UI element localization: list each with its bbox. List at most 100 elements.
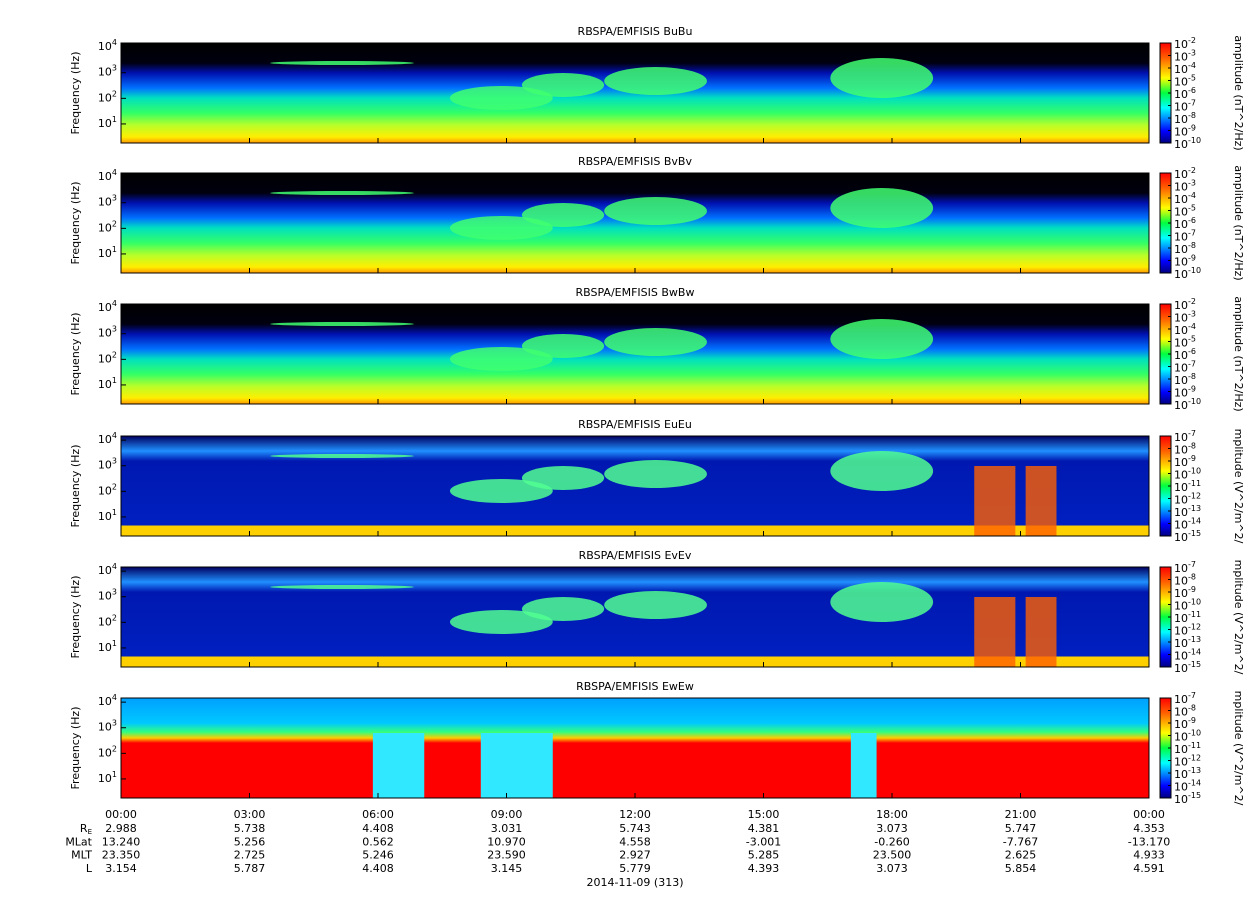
tick-exponent: -9 [1188,253,1196,262]
colorbar-tick-label: 10-10 [1174,466,1201,482]
colorbar-tick-label: 10-15 [1174,529,1201,545]
tick-base: 10 [1174,600,1188,613]
y-tick-label: 104 [98,562,117,578]
spectrogram-feature [480,733,553,798]
colorbar-tick-label: 10-14 [1174,516,1201,532]
y-tick-label: 104 [98,431,117,447]
tick-base: 10 [1174,181,1188,194]
colorbar-tick-label: 10-3 [1174,309,1196,325]
tick-base: 10 [98,772,112,785]
tick-exponent: -14 [1188,778,1201,787]
colorbar-label: amplitude (nT^2/Hz) [1232,35,1245,150]
tick-base: 10 [1174,399,1188,412]
tick-base: 10 [98,746,112,759]
ephemeris-value: 23.590 [487,849,526,862]
ephemeris-value: 3.073 [876,822,908,835]
colorbar-tick-label: 10-6 [1174,216,1196,232]
x-tick-label: 15:00 [748,808,780,821]
tick-base: 10 [1174,88,1188,101]
ephemeris-value: 5.738 [234,822,266,835]
y-tick-label: 102 [98,744,117,760]
colorbar-tick-label: 10-9 [1174,716,1196,732]
spectrogram-feature [270,191,414,195]
tick-base: 10 [98,484,112,497]
tick-base: 10 [1174,768,1188,781]
tick-base: 10 [1174,693,1188,706]
colorbar-tick-label: 10-9 [1174,123,1196,139]
ephemeris-value: 5.743 [619,822,651,835]
colorbar-tick-label: 10-8 [1174,111,1196,127]
tick-base: 10 [1174,193,1188,206]
spectrogram-feature [270,585,414,589]
x-axis-label: 2014-11-09 (313) [586,876,683,889]
ephemeris-value: 2.988 [105,822,137,835]
colorbar-tick-label: 10-5 [1174,73,1196,89]
tick-base: 10 [1174,625,1188,638]
y-tick-label: 103 [98,718,117,734]
ephemeris-value: 4.408 [362,862,394,875]
y-axis-label: Frequency (Hz) [69,445,82,528]
x-tick-label: 06:00 [362,808,394,821]
tick-base: 10 [1174,481,1188,494]
y-tick-label: 102 [98,219,117,235]
ephemeris-value: 3.154 [105,862,137,875]
tick-exponent: -12 [1188,491,1201,500]
ephemeris-label-text: L [86,862,93,875]
tick-base: 10 [1174,337,1188,350]
tick-exponent: 3 [112,456,117,465]
y-axis-label: Frequency (Hz) [69,182,82,265]
tick-exponent: -11 [1188,479,1201,488]
tick-base: 10 [1174,531,1188,544]
y-tick-label: 101 [98,638,117,654]
colorbar-tick-label: 10-8 [1174,572,1196,588]
colorbar-tick-label: 10-10 [1174,597,1201,613]
y-axis-label: Frequency (Hz) [69,52,82,135]
tick-base: 10 [1174,718,1188,731]
tick-base: 10 [98,615,112,628]
ephemeris-value: 10.970 [487,835,526,848]
ephemeris-label-text: MLT [71,849,92,862]
ephemeris-value: 4.393 [748,862,780,875]
tick-exponent: 3 [112,718,117,727]
ephemeris-value: 3.031 [491,822,523,835]
tick-exponent: -5 [1188,203,1196,212]
tick-base: 10 [98,66,112,79]
tick-exponent: -15 [1188,660,1201,669]
ephemeris-label: RE [80,822,92,836]
panel-title: RBSPA/EMFISIS EuEu [578,418,692,431]
x-tick-label: 21:00 [1005,808,1037,821]
ephemeris-value: 0.562 [362,835,394,848]
colorbar-tick-label: 10-13 [1174,504,1201,520]
tick-base: 10 [1174,349,1188,362]
y-tick-label: 104 [98,299,117,315]
tick-exponent: -5 [1188,73,1196,82]
y-axis-label: Frequency (Hz) [69,313,82,396]
x-tick-label: 12:00 [619,808,651,821]
tick-base: 10 [98,247,112,260]
colorbar-tick-label: 10-7 [1174,359,1196,375]
ephemeris-value: 5.747 [1005,822,1037,835]
colorbar-tick-label: 10-11 [1174,479,1201,495]
tick-exponent: 2 [112,613,117,622]
spectrogram-feature [1025,597,1057,667]
y-axis-label: Frequency (Hz) [69,576,82,659]
ephemeris-value: 4.381 [748,822,780,835]
spectrogram-feature [1025,466,1057,536]
spectrogram-image [121,698,1149,798]
colorbar-label: amplitude (nT^2/Hz) [1232,165,1245,280]
tick-exponent: -14 [1188,647,1201,656]
tick-base: 10 [98,196,112,209]
tick-base: 10 [1174,781,1188,794]
colorbar-tick-label: 10-6 [1174,347,1196,363]
tick-base: 10 [1174,101,1188,114]
tick-base: 10 [98,564,112,577]
tick-exponent: -10 [1188,597,1201,606]
ephemeris-value: -3.001 [746,835,781,848]
tick-base: 10 [1174,299,1188,312]
tick-exponent: -11 [1188,741,1201,750]
spectrogram-feature [604,197,707,225]
tick-base: 10 [1174,126,1188,139]
tick-exponent: -10 [1188,136,1201,145]
y-tick-label: 101 [98,769,117,785]
tick-base: 10 [1174,469,1188,482]
